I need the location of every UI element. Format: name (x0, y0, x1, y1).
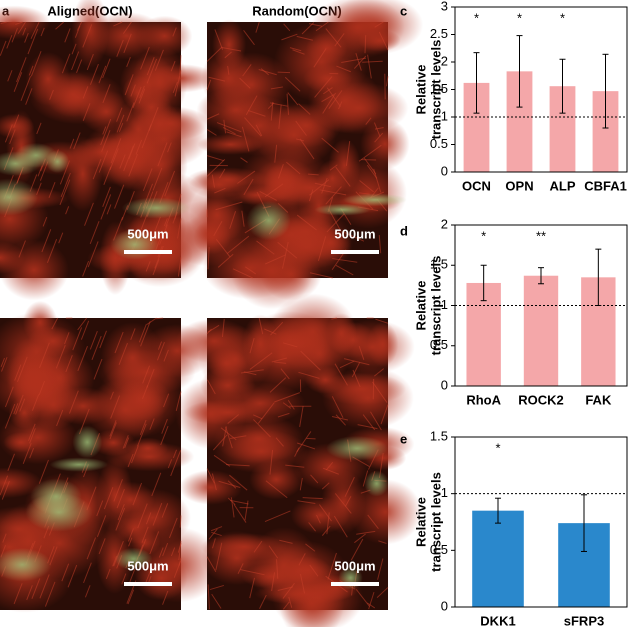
y-tick-label: 0 (441, 598, 448, 613)
stain (133, 136, 188, 193)
stain-green (247, 201, 291, 240)
stain (317, 373, 406, 405)
y-tick-label: 0.5 (430, 136, 448, 151)
y-tick-label: 1 (441, 485, 448, 500)
fiber (365, 35, 366, 53)
significance: * (481, 228, 486, 243)
stain (240, 319, 327, 393)
significance: * (474, 10, 479, 25)
stain-green (46, 150, 70, 173)
significance: * (560, 10, 565, 25)
stain (113, 489, 191, 547)
y-tick-label: 3 (441, 0, 448, 13)
y-tick-label: 0 (441, 163, 448, 178)
scale-bar-label: 500μm (334, 558, 375, 573)
y-axis-label: Relative (413, 65, 428, 115)
stain-green (314, 204, 370, 216)
stain-green (50, 457, 108, 471)
stain-green (326, 436, 388, 461)
y-axis-label: Relative (413, 281, 428, 331)
y-tick-label: 2.5 (430, 26, 448, 41)
y-tick-label: 1 (441, 297, 448, 312)
y-tick-label: 2 (441, 216, 448, 231)
panel-label: c (400, 3, 407, 18)
y-tick-label: 2 (441, 53, 448, 68)
x-tick-label: sFRP3 (564, 613, 604, 627)
y-axis-label: Relative (413, 497, 428, 547)
scale-bar-label: 500μm (334, 226, 375, 241)
x-tick-label: OCN (462, 178, 491, 193)
stain (367, 322, 398, 367)
stain (249, 527, 319, 604)
significance: ** (536, 228, 546, 243)
significance: * (517, 10, 522, 25)
y-tick-label: 1 (441, 108, 448, 123)
x-tick-label: CBFA1 (584, 178, 627, 193)
y-tick-label: 0 (441, 377, 448, 392)
scale-bar-label: 500μm (127, 558, 168, 573)
stain (175, 379, 246, 450)
y-tick-label: 1.5 (430, 257, 448, 272)
x-tick-label: DKK1 (480, 613, 515, 627)
y-tick-label: 1.5 (430, 81, 448, 96)
fiber (278, 72, 290, 73)
stain (105, 442, 195, 471)
stain (291, 497, 350, 534)
x-tick-label: ROCK2 (518, 392, 564, 407)
x-tick-label: RhoA (466, 392, 501, 407)
scale-bar-label: 500μm (127, 226, 168, 241)
stain-green (30, 478, 82, 514)
panel-label: d (400, 223, 408, 238)
fiber (308, 174, 319, 175)
micrograph (175, 294, 422, 627)
stain (26, 52, 71, 106)
x-tick-label: FAK (585, 392, 612, 407)
x-tick-label: OPN (505, 178, 533, 193)
stain (189, 184, 244, 246)
bar (524, 276, 558, 386)
stain (28, 326, 78, 357)
stain (328, 139, 360, 192)
bar (472, 511, 524, 607)
x-tick-label: ALP (550, 178, 576, 193)
stain (101, 322, 165, 394)
y-tick-label: 1.5 (430, 428, 448, 443)
stain-green (72, 426, 102, 459)
fiber (306, 438, 315, 439)
significance: * (495, 440, 500, 455)
stain-green (364, 471, 389, 497)
y-tick-label: 0.5 (430, 337, 448, 352)
y-tick-label: 0.5 (430, 542, 448, 557)
panel-label: e (400, 431, 407, 446)
